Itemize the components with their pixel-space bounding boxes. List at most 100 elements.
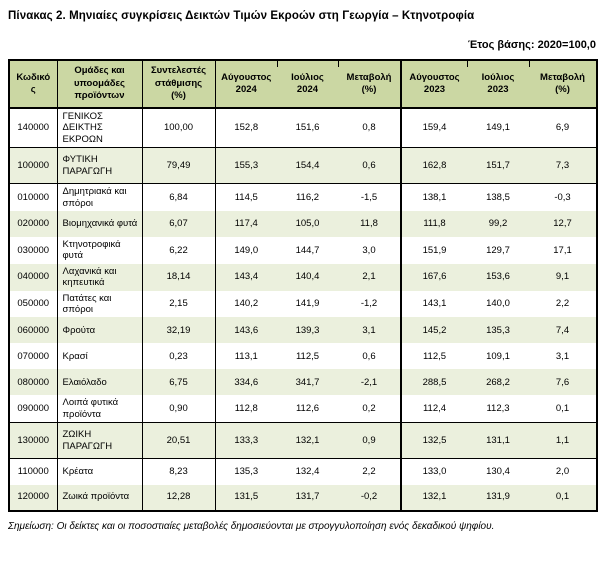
cell-change-2024: 0,8 xyxy=(338,107,402,149)
cell-change-2024: -1,2 xyxy=(338,290,402,318)
cell-change-2024: -0,2 xyxy=(338,484,402,511)
col-header-jul-2023: Ιούλιος 2023 xyxy=(467,60,529,109)
cell-aug-2023: 112,4 xyxy=(422,402,447,414)
cell-aug-2023: 288,5 xyxy=(401,369,467,396)
cell-aug-2024: 152,8 xyxy=(215,107,277,149)
cell-weight: 6,07 xyxy=(142,210,216,237)
base-year-label: Έτος βάσης: 2020=100,0 xyxy=(467,39,596,51)
cell-aug-2023: 138,1 xyxy=(422,191,447,203)
cell-jul-2023: 99,2 xyxy=(467,210,529,237)
cell-aug-2023: 111,8 xyxy=(401,210,467,237)
col-header-change-2024: Μεταβολή (%) xyxy=(338,60,402,109)
col-header-product-groups: Ομάδες και υποομάδες προϊόντων xyxy=(57,60,143,109)
col-header-weights: Συντελεστές στάθμισης (%) xyxy=(142,60,216,109)
cell-aug-2023: 159,4 xyxy=(401,107,467,149)
cell-code: 110000 xyxy=(9,458,58,485)
cell-jul-2024: 112,6 xyxy=(295,402,320,414)
cell-code: 010000 xyxy=(9,183,58,211)
cell-jul-2023: 151,7 xyxy=(467,147,529,185)
table-row: 130000 ΖΩΙΚΗ ΠΑΡΑΓΩΓΗ 20,51 133,3 132,1 0,9 13… xyxy=(9,422,597,460)
col-header-jul-2024: Ιούλιος 2024 xyxy=(277,60,338,109)
cell-jul-2024: 139,3 xyxy=(277,317,338,344)
table-row: 120000 Ζωικά προϊόντα 12,28 131,5 131,7 -0,2 1… xyxy=(9,484,597,511)
cell-jul-2024: 132,1 xyxy=(277,422,338,460)
cell-aug-2023: 143,1 xyxy=(422,298,447,310)
cell-change-2023: 2,2 xyxy=(555,298,570,310)
table-row: 080000 Ελαιόλαδο 6,75 334,6 341,7 -2,1 288,5 26… xyxy=(9,369,597,396)
cell-jul-2023: 138,5 xyxy=(486,191,510,203)
cell-weight: 2,15 xyxy=(142,290,216,318)
table-row: 010000 Δημητριακά και σπόροι 6,84 114,5 116,… xyxy=(9,183,597,211)
cell-jul-2023: 129,7 xyxy=(486,244,510,256)
cell-weight: 18,14 xyxy=(142,263,216,291)
table-row: 090000 Λοιπά φυτικά προϊόντα 0,90 112,8 112,… xyxy=(9,395,597,423)
cell-jul-2023: 112,3 xyxy=(486,402,510,414)
cell-code: 020000 xyxy=(9,210,58,237)
cell-change-2024: 3,1 xyxy=(338,317,402,344)
cell-aug-2024: 143,6 xyxy=(215,317,277,344)
cell-product-name: ΓΕΝΙΚΟΣ ΔΕΙΚΤΗΣ ΕΚΡΟΩΝ xyxy=(57,107,143,149)
cell-change-2023: -0,3 xyxy=(554,191,571,203)
cell-change-2023: 17,1 xyxy=(553,244,572,256)
cell-change-2024: 0,2 xyxy=(338,395,402,423)
cell-aug-2024: 117,4 xyxy=(215,210,277,237)
cell-change-2023: 2,0 xyxy=(555,466,570,478)
cell-weight: 32,19 xyxy=(142,317,216,344)
cell-jul-2024: 132,4 xyxy=(295,466,320,478)
cell-weight: 0,23 xyxy=(142,343,216,370)
cell-aug-2023: 133,0 xyxy=(422,466,447,478)
cell-code: 060000 xyxy=(9,317,58,344)
cell-change-2024: 3,0 xyxy=(338,236,402,264)
table-row: 020000 Βιομηχανικά φυτά 6,07 117,4 105,0 11,8… xyxy=(9,210,597,237)
cell-aug-2024: 135,3 xyxy=(234,466,259,478)
cell-aug-2023: 167,6 xyxy=(401,263,467,291)
cell-jul-2023: 131,1 xyxy=(467,422,529,460)
cell-jul-2024: 116,2 xyxy=(295,191,320,203)
table-row: 110000 Κρέατα 8,23 135,3 132,4 2,2 133,0 130,4 2… xyxy=(9,458,597,485)
cell-aug-2024: 112,8 xyxy=(234,402,258,414)
cell-weight: 20,51 xyxy=(142,422,216,460)
cell-change-2024: 0,6 xyxy=(338,147,402,185)
footnote: Σημείωση: Οι δείκτες και οι ποσοστιαίες … xyxy=(8,520,495,532)
table-row: 050000 Πατάτες και σπόροι 2,15 140,2 141,9 -1… xyxy=(9,290,597,318)
cell-product-name: ΦΥΤΙΚΗ ΠΑΡΑΓΩΓΗ xyxy=(57,147,143,185)
cell-jul-2024: 112,5 xyxy=(295,350,320,362)
cell-change-2024: 2,1 xyxy=(338,263,402,291)
cell-jul-2023: 268,2 xyxy=(467,369,529,396)
col-header-aug-2023: Αύγουστος 2023 xyxy=(401,60,467,109)
cell-change-2023: 7,6 xyxy=(529,369,597,396)
col-header-aug-2024: Αύγουστος 2024 xyxy=(215,60,277,109)
cell-change-2024: -2,1 xyxy=(338,369,402,396)
cell-jul-2024: 154,4 xyxy=(277,147,338,185)
cell-product-name: ΖΩΙΚΗ ΠΑΡΑΓΩΓΗ xyxy=(57,422,143,460)
cell-aug-2024: 334,6 xyxy=(215,369,277,396)
table-row: 140000 ΓΕΝΙΚΟΣ ΔΕΙΚΤΗΣ ΕΚΡΟΩΝ 100,00 152,8 1… xyxy=(9,107,597,149)
cell-code: 040000 xyxy=(9,263,58,291)
cell-aug-2023: 145,2 xyxy=(401,317,467,344)
cell-product-name: Ελαιόλαδο xyxy=(57,369,143,396)
cell-product-name: Λοιπά φυτικά προϊόντα xyxy=(57,395,143,423)
cell-change-2023: 1,1 xyxy=(529,422,597,460)
table-row: 100000 ΦΥΤΙΚΗ ΠΑΡΑΓΩΓΗ 79,49 155,3 154,4 0,6 1… xyxy=(9,147,597,185)
cell-change-2023: 7,4 xyxy=(529,317,597,344)
cell-jul-2024: 341,7 xyxy=(277,369,338,396)
col-header-code: Κωδικός xyxy=(9,60,58,109)
cell-jul-2023: 135,3 xyxy=(467,317,529,344)
cell-change-2023: 0,1 xyxy=(555,402,570,414)
cell-weight: 6,22 xyxy=(142,236,216,264)
cell-weight: 79,49 xyxy=(142,147,216,185)
cell-product-name: Δημητριακά και σπόροι xyxy=(57,183,143,211)
header-row: Κωδικός Ομάδες και υποομάδες προϊόντων Σ… xyxy=(9,60,597,109)
cell-change-2023: 9,1 xyxy=(529,263,597,291)
cell-jul-2024: 105,0 xyxy=(277,210,338,237)
cell-aug-2023: 132,1 xyxy=(401,484,467,511)
cell-jul-2024: 144,7 xyxy=(295,244,320,256)
cell-change-2024: 11,8 xyxy=(338,210,402,237)
cell-aug-2024: 143,4 xyxy=(215,263,277,291)
cell-weight: 6,75 xyxy=(142,369,216,396)
col-header-change-2023: Μεταβολή (%) xyxy=(529,60,597,109)
cell-jul-2023: 109,1 xyxy=(486,350,510,362)
cell-aug-2023: 132,5 xyxy=(401,422,467,460)
table-row: 060000 Φρούτα 32,19 143,6 139,3 3,1 145,2 135,3… xyxy=(9,317,597,344)
